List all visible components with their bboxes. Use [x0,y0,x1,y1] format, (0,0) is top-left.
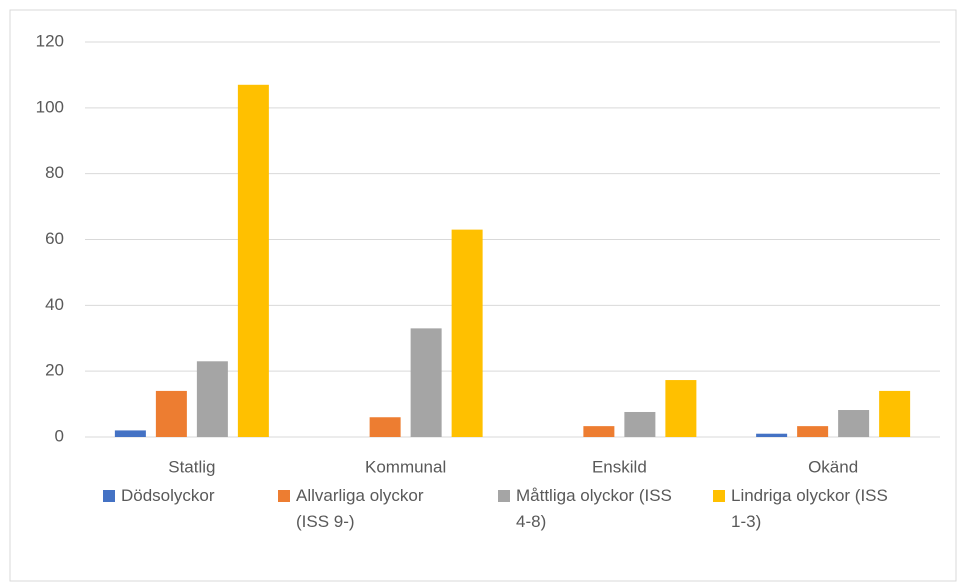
bar [369,417,401,437]
bar [797,426,829,437]
y-tick-label: 40 [45,295,64,314]
x-tick-label: Statlig [168,457,215,476]
bar [838,410,870,437]
y-tick-label: 0 [55,426,64,445]
x-tick-label: Okänd [808,457,858,476]
bar [624,411,656,437]
legend-swatch [713,490,725,502]
bar [451,229,483,437]
legend-item: Allvarliga olyckor (ISS 9-) [278,483,456,535]
legend-label: Måttliga olyckor (ISS 4-8) [516,486,672,531]
bar [879,390,911,437]
bar [756,433,788,437]
legend-swatch [278,490,290,502]
legend-label: Dödsolyckor [121,486,215,505]
bar [114,430,146,437]
bar [665,380,697,437]
legend-item: Dödsolyckor [103,483,281,509]
x-tick-label: Kommunal [365,457,446,476]
y-tick-label: 80 [45,163,64,182]
legend-label: Lindriga olyckor (ISS 1-3) [731,486,888,531]
bar [237,84,269,438]
y-tick-label: 100 [36,97,64,116]
y-tick-label: 120 [36,31,64,50]
y-tick-label: 20 [45,361,64,380]
y-tick-label: 60 [45,229,64,248]
legend-label: Allvarliga olyckor (ISS 9-) [296,486,424,531]
bar [196,361,228,437]
legend-swatch [103,490,115,502]
x-tick-label: Enskild [592,457,647,476]
legend-item: Lindriga olyckor (ISS 1-3) [713,483,891,535]
bar [583,426,615,437]
legend-item: Måttliga olyckor (ISS 4-8) [498,483,676,535]
legend-swatch [498,490,510,502]
chart-border [9,9,957,582]
bar [410,328,442,437]
bar [155,390,187,437]
